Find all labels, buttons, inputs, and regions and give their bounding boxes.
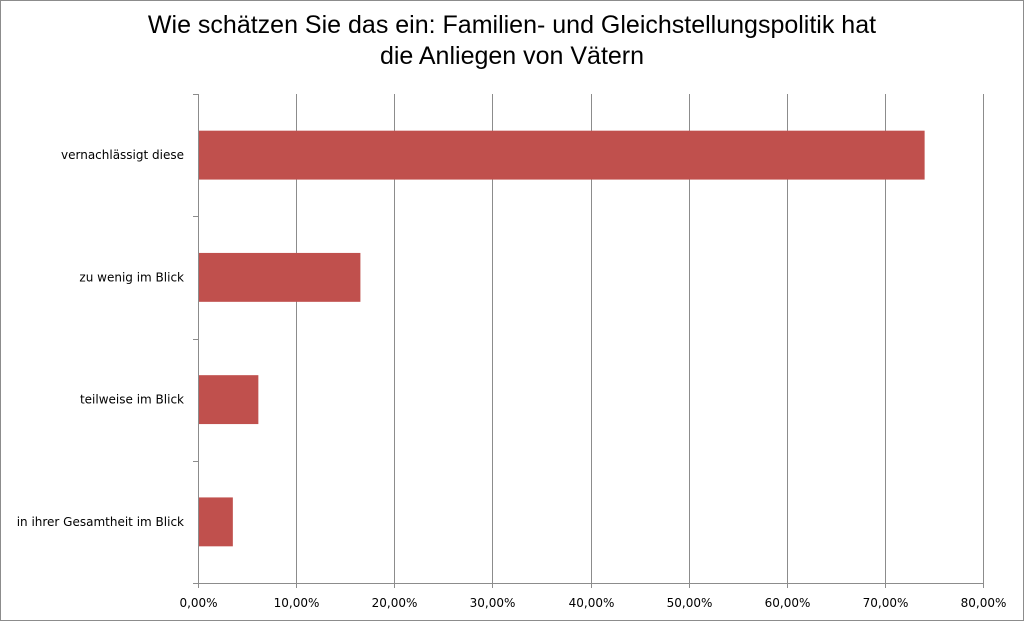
labels: 0,00% 10,00% 20,00% 30,00% 40,00% 50,00% 60,00… [17, 148, 1007, 610]
axes [193, 94, 984, 588]
x-tick-label-7: 70,00% [863, 596, 909, 610]
x-tick-label-8: 80,00% [961, 596, 1007, 610]
category-label-2: teilweise im Blick [80, 393, 184, 407]
x-tick-label-6: 60,00% [765, 596, 811, 610]
category-label-0: vernachlässigt diese [61, 148, 184, 162]
x-tick-label-2: 20,00% [372, 596, 418, 610]
chart-title-line-1: Wie schätzen Sie das ein: Familien- und … [147, 11, 877, 39]
bar-1 [198, 252, 361, 302]
chart-title-line-2: die Anliegen von Vätern [379, 42, 645, 70]
category-label-1: zu wenig im Blick [79, 270, 184, 284]
x-tick-label-1: 10,00% [274, 596, 320, 610]
category-label-3: in ihrer Gesamtheit im Blick [17, 515, 184, 529]
chart-title: Wie schätzen Sie das ein: Familien- und … [0, 10, 1024, 72]
x-tick-label-3: 30,00% [470, 596, 516, 610]
x-tick-label-0: 0,00% [179, 596, 217, 610]
x-tick-label-5: 50,00% [667, 596, 713, 610]
bar-3 [198, 497, 233, 547]
bar-0 [198, 130, 925, 180]
x-tick-label-4: 40,00% [569, 596, 615, 610]
bars [198, 130, 925, 547]
bar-2 [198, 375, 259, 425]
